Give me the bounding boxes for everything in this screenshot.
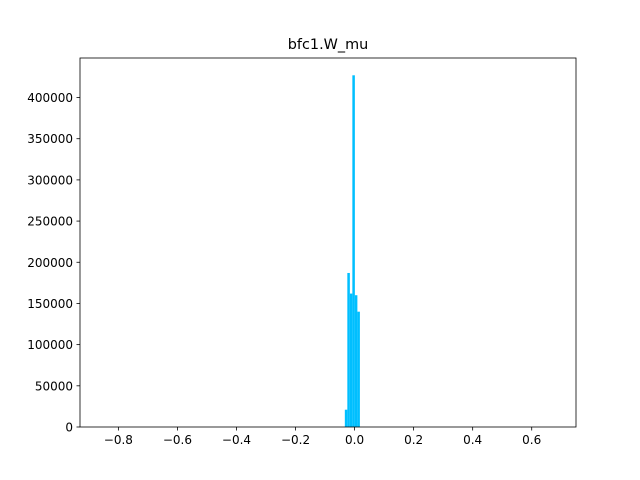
histogram-bar-1 [347,272,350,427]
x-tick-label-7: 0.6 [522,433,541,447]
histogram-bar-3 [352,75,355,427]
y-tick-label-7: 350000 [27,132,73,146]
y-tick-label-6: 300000 [27,173,73,187]
x-tick-label-3: −0.2 [281,433,310,447]
y-tick-label-5: 250000 [27,215,73,229]
y-tick-label-0: 0 [65,421,73,435]
x-tick-label-4: 0.0 [345,433,364,447]
histogram-bar-0 [344,409,348,427]
y-tick-label-3: 150000 [27,297,73,311]
x-axis: −0.8 −0.6 −0.4 −0.2 0.0 0.2 0.4 0.6 [104,427,541,447]
x-tick-label-5: 0.2 [404,433,423,447]
y-tick-label-2: 100000 [27,338,73,352]
y-axis: 0 50000 100000 150000 200000 250000 300000 3500… [27,91,80,435]
bars-layer [344,75,360,427]
histogram-bar-2 [349,293,353,427]
chart-title: bfc1.W_mu [288,37,368,53]
y-tick-label-8: 400000 [27,91,73,105]
histogram-bar-5 [357,311,360,427]
x-tick-label-0: −0.8 [104,433,133,447]
x-tick-label-6: 0.4 [463,433,482,447]
y-tick-label-1: 50000 [35,379,73,393]
y-tick-label-4: 200000 [27,256,73,270]
x-tick-label-2: −0.4 [222,433,251,447]
plot-frame [79,57,577,428]
x-tick-label-1: −0.6 [163,433,192,447]
histogram-bar-4 [354,295,358,427]
